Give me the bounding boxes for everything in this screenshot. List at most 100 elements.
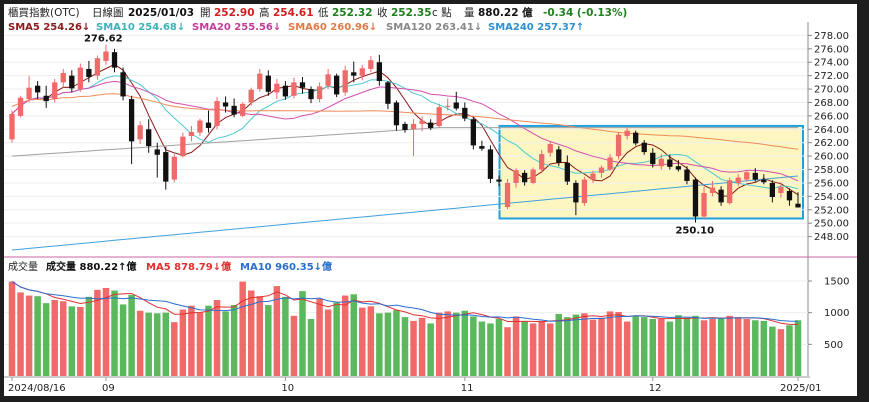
- candle-body: [513, 170, 519, 183]
- legend-sma5: SMA5 254.26↓: [8, 22, 90, 33]
- candle-body: [308, 89, 314, 100]
- candle-body: [410, 123, 417, 130]
- candle-body: [504, 182, 511, 208]
- volume-bar: [333, 302, 340, 376]
- price-tick-label: 278.00: [814, 31, 849, 42]
- volume-bar: [538, 320, 545, 376]
- volume-bar: [717, 317, 725, 376]
- candle-body: [128, 99, 135, 142]
- volume-bar: [205, 305, 212, 376]
- candle-body: [257, 73, 263, 90]
- volume-bar: [410, 320, 417, 376]
- volume-bar: [401, 317, 409, 376]
- volume-bar: [162, 312, 170, 376]
- candle-body: [43, 95, 49, 102]
- volume-bar: [769, 326, 776, 376]
- candle-body: [641, 142, 647, 153]
- volume-bar: [521, 320, 528, 376]
- volume-bar: [555, 313, 563, 376]
- candle-body: [120, 72, 126, 97]
- volume-bar: [111, 290, 118, 376]
- volume-bar: [658, 319, 665, 376]
- close-label: 收: [377, 6, 388, 19]
- candle-body: [496, 179, 502, 182]
- volume-bar: [51, 300, 58, 376]
- volume-bar: [487, 323, 494, 376]
- candle-body: [658, 158, 664, 167]
- volume-bar: [786, 325, 793, 376]
- candle-body: [795, 203, 801, 208]
- sma5-line: [11, 63, 799, 197]
- close-flag: c 點: [432, 6, 452, 19]
- x-tick-label: 12: [649, 383, 662, 394]
- candle-body: [581, 179, 588, 204]
- volume-bar: [649, 319, 657, 376]
- volume-bar: [743, 319, 750, 376]
- price-tick-label: 258.00: [814, 165, 849, 176]
- candle-body: [222, 102, 229, 107]
- candle-body: [624, 130, 630, 136]
- sma240-line: [11, 175, 799, 251]
- volume-bar: [427, 323, 434, 376]
- change-value: -0.34 (-0.13%): [543, 7, 627, 19]
- candle-body: [197, 120, 203, 133]
- candle-body: [180, 136, 186, 157]
- volume-bar: [171, 322, 178, 376]
- volume-bar: [418, 317, 426, 376]
- sma60-line: [11, 93, 799, 150]
- candle-body: [727, 180, 733, 204]
- volume-bar: [470, 316, 477, 376]
- max-annotation: 276.62: [84, 34, 123, 45]
- candle-body: [385, 82, 391, 104]
- volume-ma10-legend: MA10 960.35↓億: [240, 260, 332, 273]
- candle-body: [154, 149, 160, 155]
- candle-body: [752, 172, 758, 180]
- volume-title: 成交量: [8, 260, 38, 273]
- price-tick-label: 250.00: [814, 219, 849, 230]
- volume-bar: [444, 311, 451, 376]
- volume-bar: [376, 313, 383, 376]
- candle-body: [393, 102, 400, 126]
- legend-sma240: SMA240 257.37↑: [488, 22, 584, 33]
- candle-body: [786, 190, 793, 201]
- volume-bar: [350, 294, 357, 376]
- x-tick-label: 10: [281, 383, 294, 394]
- price-tick-label: 274.00: [814, 58, 849, 69]
- low-label: 低: [318, 6, 329, 19]
- candle-body: [607, 157, 613, 170]
- candle-body: [368, 60, 374, 69]
- candle-body: [86, 68, 92, 77]
- price-tick-label: 256.00: [814, 178, 849, 189]
- volume-bar: [230, 305, 238, 376]
- candle-body: [402, 123, 408, 130]
- volume-bar: [265, 305, 272, 376]
- candle-body: [761, 179, 767, 183]
- candle-body: [427, 122, 434, 128]
- volume-bar: [25, 295, 33, 376]
- candle-body: [675, 166, 682, 170]
- price-tick-label: 248.00: [814, 232, 849, 243]
- candle-body: [9, 113, 15, 140]
- candle-body: [77, 67, 83, 90]
- volume-bar: [145, 312, 152, 376]
- volume-bar: [213, 300, 221, 376]
- volume-bar: [102, 287, 110, 376]
- volume-bar: [316, 298, 323, 376]
- volume-bar: [359, 307, 366, 376]
- volume-bar: [222, 311, 229, 376]
- candle-body: [462, 107, 468, 119]
- price-tick-label: 252.00: [814, 205, 849, 216]
- candle-body: [137, 125, 143, 140]
- volume-bar: [692, 315, 699, 376]
- x-tick-label: 09: [102, 383, 115, 394]
- volume-bar: [247, 290, 255, 376]
- candle-body: [633, 132, 639, 144]
- candle-body: [240, 103, 246, 116]
- open-label: 開: [200, 7, 211, 19]
- candle-body: [146, 129, 152, 147]
- price-tick-label: 260.00: [814, 152, 849, 163]
- volume-bar: [572, 314, 580, 376]
- volume-bar: [564, 317, 571, 376]
- volume-bar: [17, 292, 24, 376]
